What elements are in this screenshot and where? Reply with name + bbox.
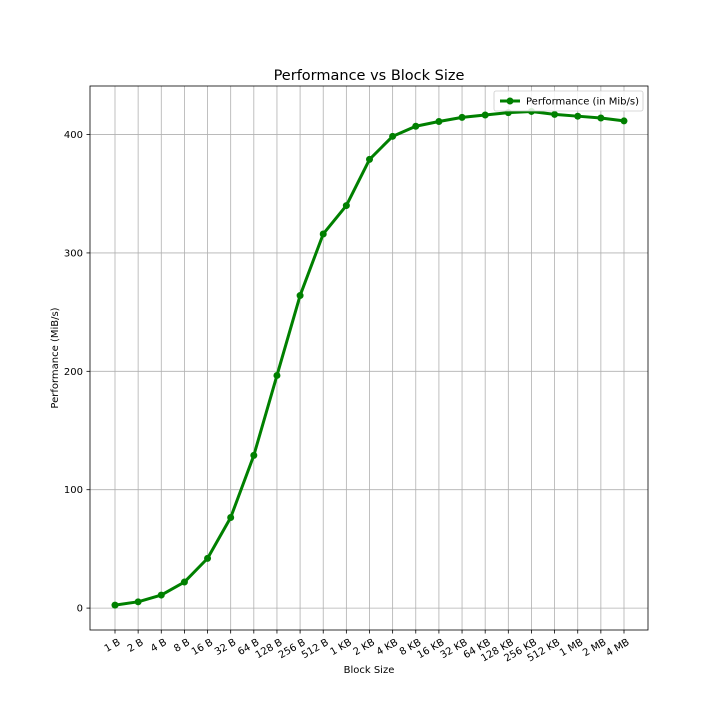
y-axis-label: Performance (MiB/s) (50, 307, 61, 408)
data-point (597, 114, 605, 122)
y-tick-label: 100 (64, 485, 83, 496)
data-point (157, 591, 165, 599)
data-point (273, 371, 281, 379)
grid-lines (90, 86, 648, 630)
data-point (204, 554, 212, 562)
data-point (296, 292, 304, 300)
data-point (319, 230, 327, 238)
plot-frame (89, 85, 649, 631)
data-point (435, 118, 443, 126)
legend-marker-swatch (506, 97, 514, 105)
legend-frame (493, 90, 644, 112)
x-axis-label: Block Size (344, 665, 395, 676)
data-point (412, 122, 420, 130)
y-axis: 0 100 200 300 400 (64, 130, 90, 615)
data-point (458, 113, 466, 121)
y-tick-label: 300 (64, 248, 83, 259)
series-layer (111, 107, 628, 609)
y-tick-label: 400 (64, 130, 83, 141)
data-point (180, 578, 188, 586)
data-point (342, 202, 350, 210)
y-tick-label: 200 (64, 367, 83, 378)
data-point (227, 514, 235, 522)
y-tick-label: 0 (77, 604, 83, 615)
data-point (134, 598, 142, 606)
data-point (574, 112, 582, 120)
chart-title: Performance vs Block Size (274, 68, 465, 84)
legend: Performance (in Mib/s) (493, 90, 644, 112)
data-point (366, 155, 373, 163)
data-point (250, 451, 258, 459)
data-point (389, 132, 397, 140)
data-point (551, 110, 559, 118)
data-point (481, 111, 489, 119)
data-point (111, 601, 119, 609)
legend-label: Performance (in Mib/s) (526, 97, 639, 108)
data-point (620, 117, 628, 125)
